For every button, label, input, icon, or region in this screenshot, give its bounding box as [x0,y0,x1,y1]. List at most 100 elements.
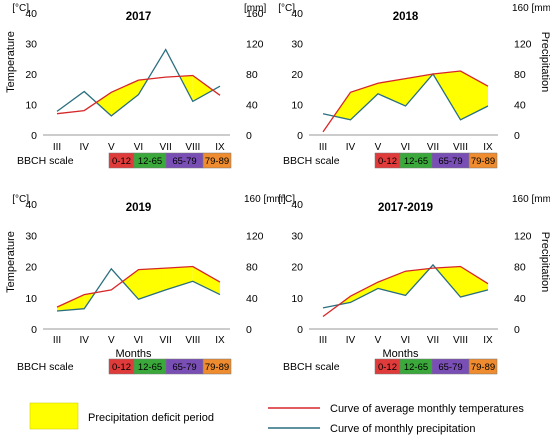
legend-deficit-swatch [29,402,79,430]
bbch-scale-label: BBCH scale [17,155,74,167]
temperature-line [322,265,489,318]
precipitation-deficit-area [96,92,112,116]
precipitation-deficit-area [57,294,85,311]
chart-panel-3: 0 10 20 30 40 0 40 80 120 [°C] 160 [mm] Temperature… [5,194,286,375]
y-right-tick-label: 40 [246,100,258,112]
bbch-stage-label: 79-89 [205,156,229,167]
y-right-axis-title: Precipitation [539,232,550,293]
y-left-tick-label: 20 [291,262,303,274]
y-right-axis-title: Precipitation [539,32,550,93]
x-tick-label: V [375,142,382,153]
x-tick-label: IV [346,142,356,153]
precipitation-deficit-area [460,266,488,297]
bbch-stage-box [468,152,498,169]
x-axis-title: Months [115,348,152,360]
y-right-unit: 160 [mm] [512,194,550,205]
x-tick-label: VII [160,335,172,346]
legend-temperature-label: Curve of average monthly temperatures [330,403,524,415]
y-left-tick-label: 0 [297,324,303,336]
x-tick-label: IV [79,335,89,346]
x-tick-label: VII [427,335,439,346]
y-left-tick-label: 0 [31,130,37,142]
bbch-stage-label: 65-79 [438,362,462,373]
bbch-scale-label: BBCH scale [283,155,340,167]
x-tick-label: IX [483,142,493,153]
y-right-unit: 160 [mm] [512,3,550,14]
y-left-axis-title: Temperature [5,31,17,93]
precipitation-deficit-area [111,80,139,116]
y-left-tick-label: 10 [25,293,37,305]
chart-title: 2018 [393,11,419,23]
y-right-tick-label: 160 [246,8,264,20]
y-left-tick-label: 20 [25,69,37,81]
bbch-stage-box [202,358,232,375]
bbch-stage-label: 12-65 [138,362,162,373]
precipitation-line [322,72,489,121]
y-left-tick-label: 20 [291,69,303,81]
bbch-stage-label: 65-79 [172,156,196,167]
y-right-tick-label: 40 [514,100,526,112]
y-left-tick-label: 40 [25,199,37,211]
precipitation-deficit-area [138,268,166,300]
y-right-tick-label: 0 [246,130,252,142]
temperature-line [56,265,221,308]
y-left-axis-title: Temperature [5,231,17,293]
y-right-tick-label: 0 [246,324,252,336]
bbch-stage-box [202,152,232,169]
y-left-tick-label: 10 [25,100,37,112]
legend-precipitation-label: Curve of monthly precipitation [330,423,476,435]
chart-title: 2019 [126,202,152,214]
y-right-tick-label: 120 [246,230,264,242]
y-right-tick-label: 80 [246,69,258,81]
y-left-tick-label: 0 [297,130,303,142]
chart-panels: 0 10 20 30 40 0 40 80 120 160 [°C] [mm] Temperature 2… [5,3,550,375]
y-right-tick-label: 80 [246,262,258,274]
chart-title: 2017 [126,11,152,23]
x-tick-label: V [108,142,115,153]
precipitation-line [56,48,221,117]
legend-deficit-label: Precipitation deficit period [88,412,214,424]
precipitation-deficit-area [460,71,488,120]
bbch-stage-label: 0-12 [112,362,131,373]
bbch-stage-label: 79-89 [471,362,495,373]
chart-panel-1: 0 10 20 30 40 0 40 80 120 160 [°C] [mm] Temperature 2… [5,3,266,169]
temperature-line [56,74,221,115]
y-right-tick-label: 0 [514,324,520,336]
x-axis-title: Months [382,348,419,360]
y-right-tick-label: 80 [514,262,526,274]
x-tick-label: IV [79,142,89,153]
x-tick-label: III [319,335,327,346]
bbch-stage-label: 79-89 [205,362,229,373]
y-right-tick-label: 40 [246,293,258,305]
bbch-stage-label: 0-12 [112,156,131,167]
precipitation-deficit-area [378,271,406,296]
x-tick-label: III [53,142,61,153]
y-right-tick-label: 40 [514,293,526,305]
precipitation-deficit-area [165,266,193,290]
x-tick-label: IX [483,335,493,346]
y-left-unit: [°C] [278,3,295,14]
bbch-stage-label: 79-89 [471,156,495,167]
y-left-tick-label: 30 [291,230,303,242]
x-tick-label: VIII [185,142,200,153]
y-right-tick-label: 0 [514,130,520,142]
y-left-tick-label: 40 [291,8,303,20]
chart-panel-4: 0 10 20 30 40 0 40 80 120 [°C] 160 [mm] Precipitati… [278,194,550,375]
x-tick-label: VII [427,142,439,153]
y-left-tick-label: 30 [25,39,37,51]
bbch-stage-label: 65-79 [438,156,462,167]
x-tick-label: VI [401,335,410,346]
x-tick-label: VIII [453,142,468,153]
y-left-tick-label: 40 [25,8,37,20]
x-tick-label: IX [215,335,225,346]
x-tick-label: VIII [185,335,200,346]
x-tick-label: V [108,335,115,346]
bbch-stage-label: 0-12 [378,156,397,167]
chart-panel-2: 0 10 20 30 40 0 40 80 120 [°C] 160 [mm] Precipitati… [278,3,550,169]
bbch-stage-label: 12-65 [138,156,162,167]
bbch-scale-label: BBCH scale [283,361,340,373]
x-tick-label: IV [346,335,356,346]
y-left-tick-label: 10 [291,293,303,305]
temperature-line [322,70,489,133]
y-right-tick-label: 120 [246,39,264,51]
